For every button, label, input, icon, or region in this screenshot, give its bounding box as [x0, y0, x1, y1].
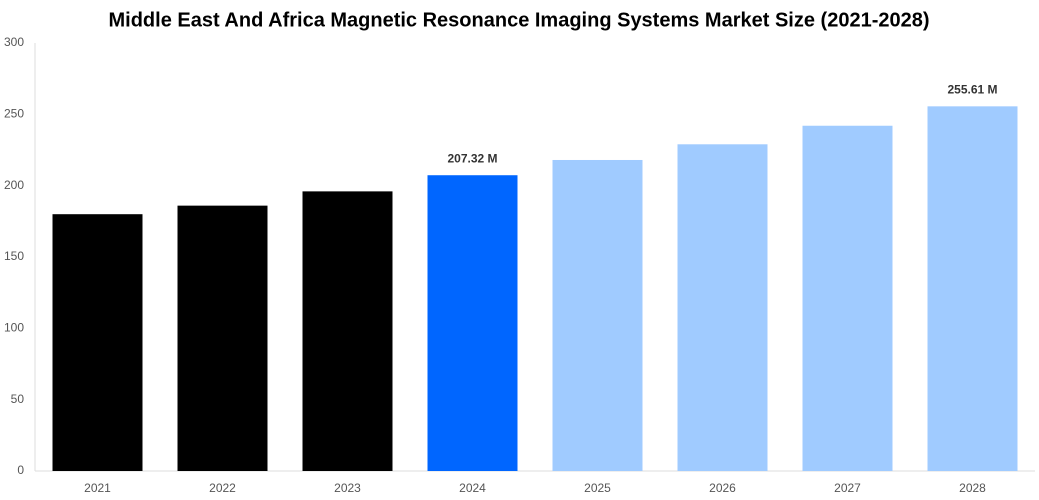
y-tick-label: 300	[4, 35, 24, 49]
x-tick-label: 2026	[709, 481, 736, 495]
x-tick-label: 2025	[584, 481, 611, 495]
y-tick-label: 250	[4, 107, 24, 121]
chart-title: Middle East And Africa Magnetic Resonanc…	[108, 9, 929, 31]
x-tick-label: 2021	[84, 481, 111, 495]
x-tick-label: 2023	[334, 481, 361, 495]
x-tick-label: 2024	[459, 481, 486, 495]
y-tick-label: 50	[11, 392, 25, 406]
bar	[927, 106, 1018, 471]
bar	[427, 175, 518, 472]
bar	[802, 125, 893, 471]
value-label: 207.32 M	[447, 151, 497, 165]
x-tick-label: 2027	[834, 481, 861, 495]
bar	[302, 191, 393, 471]
bar	[52, 214, 143, 471]
bar	[552, 159, 643, 471]
y-tick-label: 200	[4, 178, 24, 192]
bar	[177, 205, 268, 471]
y-tick-label: 0	[17, 463, 24, 477]
y-tick-label: 100	[4, 321, 24, 335]
x-tick-label: 2022	[209, 481, 236, 495]
value-label: 255.61 M	[947, 83, 997, 97]
bar	[677, 144, 768, 471]
x-tick-label: 2028	[959, 481, 986, 495]
y-tick-label: 150	[4, 249, 24, 263]
